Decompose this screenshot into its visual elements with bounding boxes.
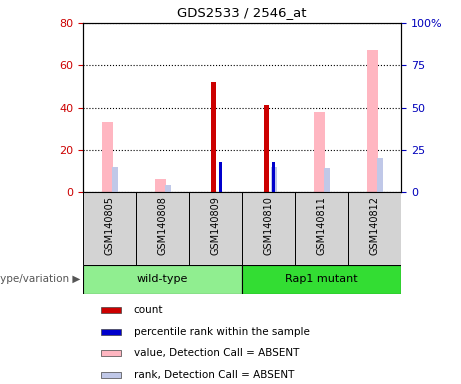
Bar: [101, 122, 113, 192]
Bar: [83, 192, 136, 265]
Bar: [101, 350, 121, 356]
Bar: [136, 192, 189, 265]
Text: GSM140805: GSM140805: [105, 196, 114, 255]
Bar: [242, 192, 295, 265]
Bar: [348, 192, 401, 265]
Bar: [242, 265, 401, 294]
Bar: [219, 162, 222, 192]
Bar: [377, 158, 383, 192]
Bar: [101, 372, 121, 378]
Text: genotype/variation ▶: genotype/variation ▶: [0, 274, 80, 285]
Bar: [101, 307, 121, 313]
Text: percentile rank within the sample: percentile rank within the sample: [134, 327, 310, 337]
Text: GSM140810: GSM140810: [264, 196, 273, 255]
Text: Rap1 mutant: Rap1 mutant: [285, 274, 358, 285]
Bar: [101, 328, 121, 335]
Text: GSM140808: GSM140808: [158, 196, 167, 255]
Bar: [295, 192, 348, 265]
Bar: [83, 265, 242, 294]
Title: GDS2533 / 2546_at: GDS2533 / 2546_at: [177, 6, 307, 19]
Bar: [165, 185, 171, 192]
Text: GSM140812: GSM140812: [370, 196, 379, 255]
Bar: [264, 106, 268, 192]
Bar: [154, 179, 166, 192]
Text: wild-type: wild-type: [137, 274, 188, 285]
Bar: [271, 167, 277, 192]
Bar: [272, 162, 275, 192]
Bar: [366, 50, 378, 192]
Bar: [211, 82, 215, 192]
Text: GSM140811: GSM140811: [317, 196, 326, 255]
Text: rank, Detection Call = ABSENT: rank, Detection Call = ABSENT: [134, 370, 294, 380]
Bar: [313, 112, 325, 192]
Bar: [324, 168, 330, 192]
Text: GSM140809: GSM140809: [211, 196, 220, 255]
Bar: [189, 192, 242, 265]
Text: value, Detection Call = ABSENT: value, Detection Call = ABSENT: [134, 348, 299, 358]
Text: count: count: [134, 305, 163, 315]
Bar: [112, 167, 118, 192]
